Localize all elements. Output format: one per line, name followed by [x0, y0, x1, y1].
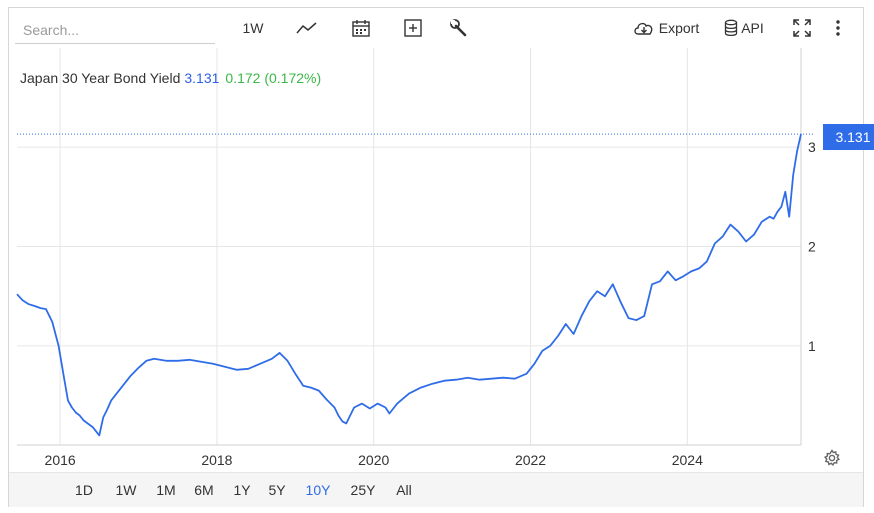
wrench-icon [449, 18, 469, 38]
y-tick-label: 2 [808, 239, 816, 255]
x-tick-label: 2022 [515, 452, 546, 468]
compare-button[interactable] [399, 16, 427, 40]
fullscreen-button[interactable] [789, 16, 815, 40]
y-tick-label: 1 [808, 338, 816, 354]
period-button[interactable]: 1W [235, 16, 271, 40]
range-button-1m[interactable]: 1M [156, 482, 176, 498]
last-price-tag: 3.131 [823, 124, 874, 150]
range-button-all[interactable]: All [396, 482, 412, 498]
tools-button[interactable] [445, 16, 473, 40]
api-button[interactable]: API [720, 16, 768, 40]
calendar-icon [351, 18, 371, 38]
line-chart-icon [296, 21, 318, 35]
range-button-1y[interactable]: 1Y [233, 482, 251, 498]
chart-widget: 1W Export [8, 7, 874, 507]
search-input[interactable] [15, 16, 215, 44]
x-tick-label: 2020 [358, 452, 389, 468]
calendar-button[interactable] [347, 16, 375, 40]
database-icon [724, 19, 738, 37]
chart-type-button[interactable] [292, 16, 322, 40]
cloud-download-icon [633, 20, 655, 36]
legend-value: 3.131 [184, 70, 220, 86]
settings-button[interactable] [821, 448, 843, 472]
period-label: 1W [242, 20, 264, 36]
export-label: Export [658, 20, 700, 36]
line-chart: 1 2 3 2016 2018 2020 2022 2024 [16, 48, 816, 468]
x-tick-label: 2016 [45, 452, 76, 468]
api-label: API [741, 20, 764, 36]
export-button[interactable]: Export [629, 16, 703, 40]
range-button-5y[interactable]: 5Y [268, 482, 286, 498]
range-button-1w[interactable]: 1W [115, 482, 137, 498]
range-button-6m[interactable]: 6M [194, 482, 214, 498]
range-button-1d[interactable]: 1D [75, 482, 93, 498]
range-selector: 1D 1W 1M 6M 1Y 5Y 10Y 25Y All [9, 472, 863, 507]
gear-icon [823, 448, 841, 472]
range-button-10y[interactable]: 10Y [305, 482, 331, 498]
chart-legend: Japan 30 Year Bond Yield 3.131 0.172 (0.17… [20, 70, 321, 86]
fullscreen-icon [792, 18, 812, 38]
range-button-25y[interactable]: 25Y [350, 482, 376, 498]
more-button[interactable] [827, 16, 849, 40]
toolbar: 1W Export [9, 8, 863, 48]
compare-add-icon [403, 18, 423, 38]
series-line [16, 133, 802, 437]
more-vertical-icon [835, 19, 841, 37]
legend-change: 0.172 (0.172%) [225, 70, 322, 86]
x-tick-label: 2024 [672, 452, 703, 468]
x-tick-label: 2018 [201, 452, 232, 468]
y-tick-label: 3 [808, 139, 816, 155]
legend-series-name: Japan 30 Year Bond Yield [20, 70, 181, 86]
